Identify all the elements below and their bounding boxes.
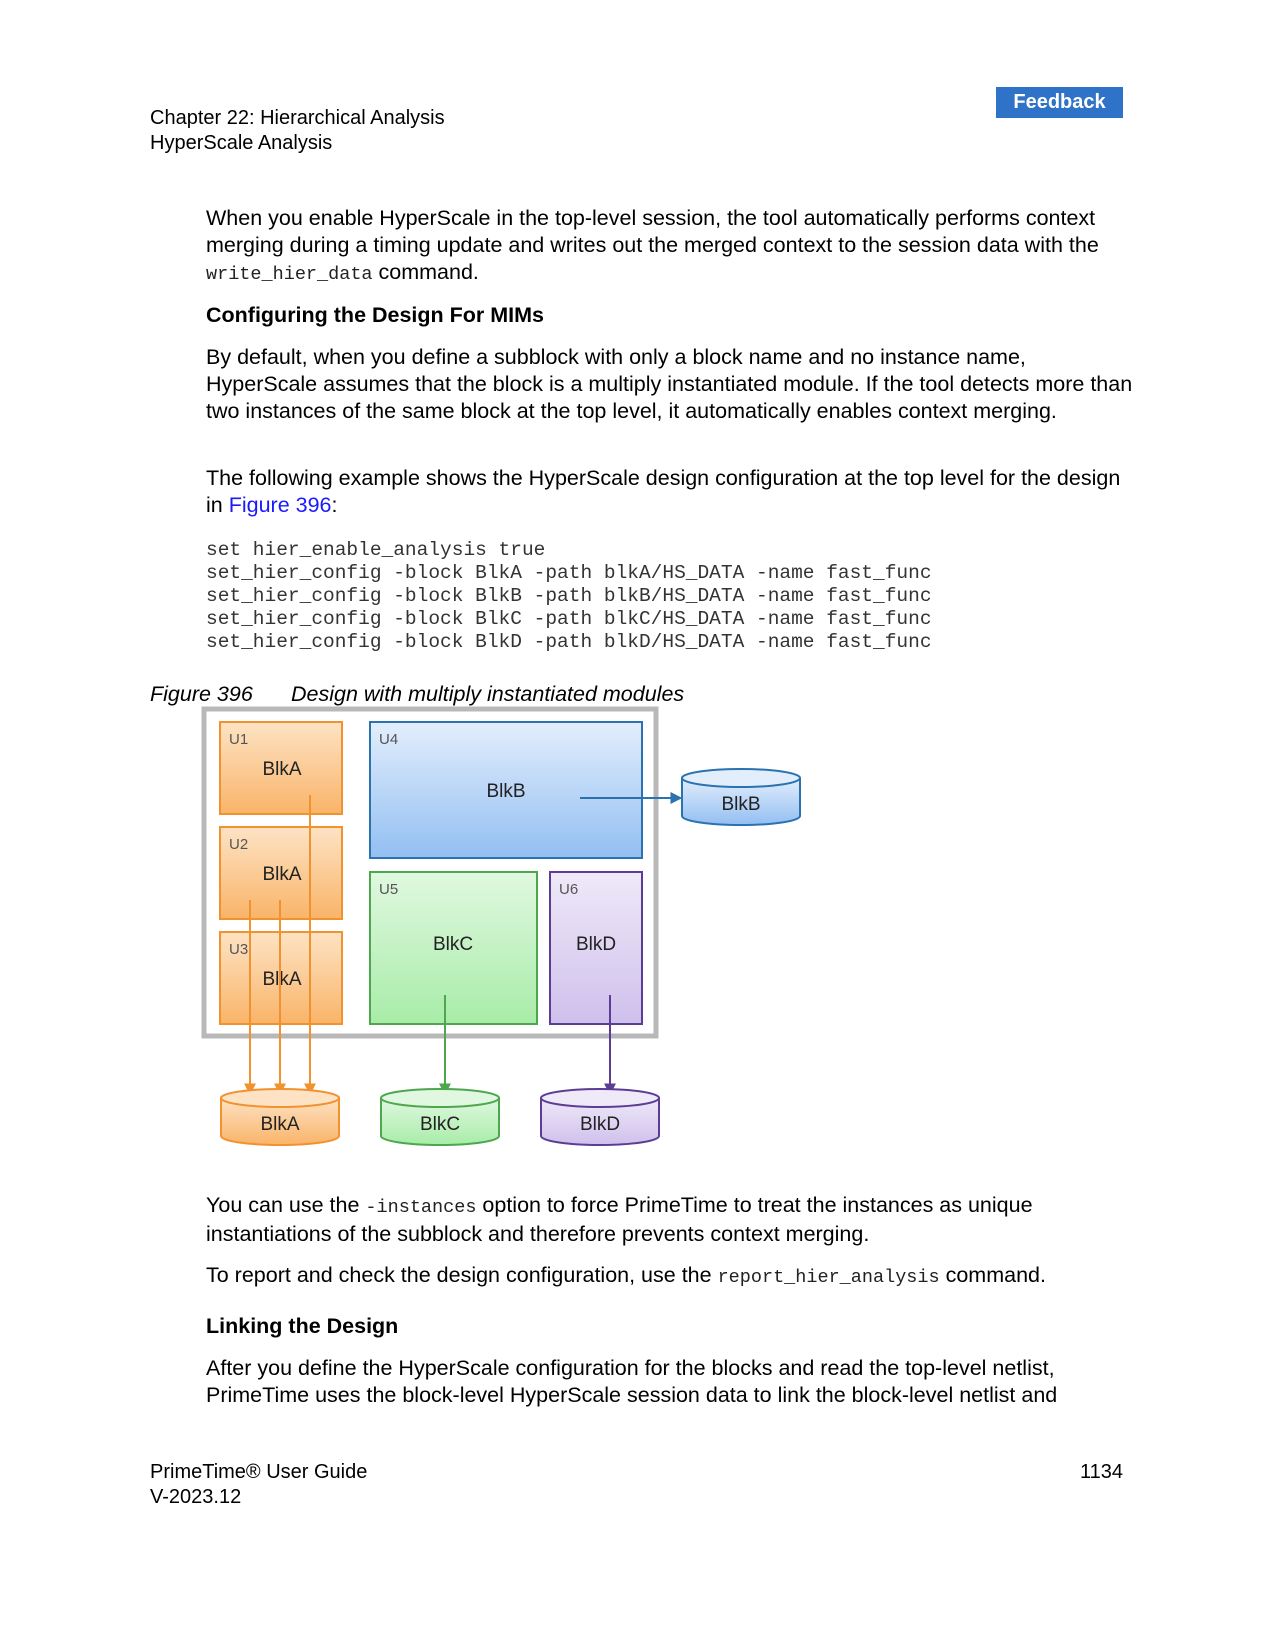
code-line: set_hier_config -block BlkA -path blkA/H… bbox=[206, 562, 932, 584]
database-label: BlkD bbox=[580, 1114, 620, 1135]
code-line: set_hier_config -block BlkD -path blkD/H… bbox=[206, 631, 932, 653]
instance-label: U6 bbox=[559, 881, 578, 898]
block-label: BlkA bbox=[262, 759, 301, 780]
example-paragraph: The following example shows the HyperSca… bbox=[206, 466, 1121, 517]
block-label: BlkA bbox=[262, 864, 301, 885]
mims-paragraph: By default, when you define a subblock w… bbox=[206, 345, 1133, 423]
database-blkb: BlkB bbox=[681, 768, 801, 826]
figure-caption: Figure 396 Design with multiply instantia… bbox=[150, 682, 684, 707]
code-line: set_hier_config -block BlkB -path blkB/H… bbox=[206, 585, 932, 607]
code-block: set hier_enable_analysis true set_hier_c… bbox=[206, 539, 932, 654]
chapter-title: Chapter 22: Hierarchical Analysis bbox=[150, 107, 445, 129]
mim-design-diagram: U1 BlkA U2 BlkA U3 BlkA U4 BlkB U5 BlkC … bbox=[201, 706, 801, 1146]
instance-u4: U4 BlkB bbox=[369, 721, 643, 859]
database-label: BlkB bbox=[721, 794, 760, 815]
instance-u2: U2 BlkA bbox=[219, 826, 343, 920]
instance-label: U3 bbox=[229, 941, 248, 958]
figure-link[interactable]: Figure 396 bbox=[228, 493, 332, 517]
inline-code: report_hier_analysis bbox=[717, 1267, 940, 1288]
instance-label: U2 bbox=[229, 836, 248, 853]
database-blkd: BlkD bbox=[540, 1088, 660, 1146]
block-label: BlkA bbox=[262, 969, 301, 990]
figure-number: Figure 396 bbox=[150, 682, 253, 706]
instance-u6: U6 BlkD bbox=[549, 871, 643, 1025]
section-heading-linking: Linking the Design bbox=[206, 1314, 399, 1338]
code-line: set_hier_config -block BlkC -path blkC/H… bbox=[206, 608, 932, 630]
intro-paragraph: When you enable HyperScale in the top-le… bbox=[206, 206, 1099, 285]
database-blka: BlkA bbox=[220, 1088, 340, 1146]
database-blkc: BlkC bbox=[380, 1088, 500, 1146]
figure-title: Design with multiply instantiated module… bbox=[291, 682, 685, 706]
block-label: BlkD bbox=[576, 934, 616, 955]
inline-code: write_hier_data bbox=[206, 264, 373, 285]
instance-label: U4 bbox=[379, 731, 398, 748]
feedback-button[interactable]: Feedback bbox=[996, 87, 1123, 118]
database-label: BlkC bbox=[420, 1114, 460, 1135]
page-number: 1134 bbox=[1079, 1461, 1123, 1483]
linking-paragraph: After you define the HyperScale configur… bbox=[206, 1356, 1058, 1407]
database-label: BlkA bbox=[260, 1114, 299, 1135]
instance-u1: U1 BlkA bbox=[219, 721, 343, 815]
section-title: HyperScale Analysis bbox=[150, 132, 333, 154]
block-label: BlkB bbox=[486, 781, 525, 802]
footer-version: V-2023.12 bbox=[150, 1486, 242, 1508]
instance-label: U1 bbox=[229, 731, 248, 748]
section-heading-mims: Configuring the Design For MIMs bbox=[206, 303, 545, 327]
instance-label: U5 bbox=[379, 881, 398, 898]
code-line: set hier_enable_analysis true bbox=[206, 539, 546, 561]
footer-title: PrimeTime® User Guide bbox=[150, 1461, 368, 1483]
instances-paragraph: You can use the -instances option to for… bbox=[206, 1193, 1033, 1246]
block-label: BlkC bbox=[433, 934, 473, 955]
context-arrows bbox=[244, 792, 683, 1096]
inline-code: -instances bbox=[365, 1197, 477, 1218]
instance-u5: U5 BlkC bbox=[369, 871, 538, 1025]
report-paragraph: To report and check the design configura… bbox=[206, 1263, 1046, 1288]
